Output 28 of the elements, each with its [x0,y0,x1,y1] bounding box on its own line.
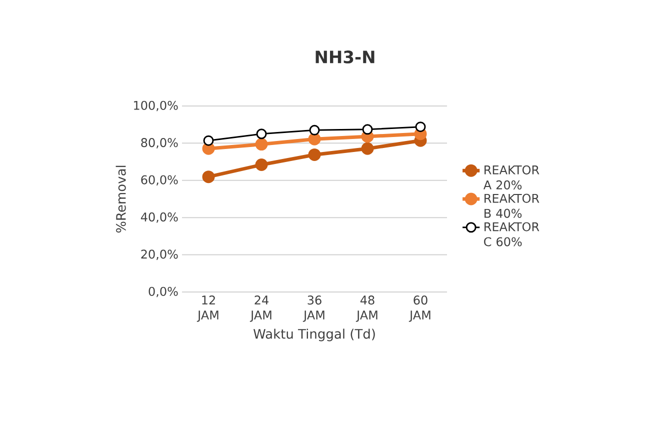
x-tick-label: 36 JAM [302,296,324,322]
point [362,124,373,135]
legend-label: REAKTOR C 60% [484,222,540,246]
point [415,122,426,132]
point [203,135,214,146]
point [255,138,268,151]
x-tick-label: 12 JAM [196,296,218,322]
y-tick-label: 20,0% [141,250,178,260]
point [255,158,268,172]
y-tick-label: 40,0% [140,212,178,223]
legend-label: REAKTOR A 20% [483,165,540,190]
point [309,124,320,136]
y-tick-label: 80,0% [141,138,178,148]
y-tick-label: 100,0% [134,100,178,112]
chart-title: NH3-N [316,50,374,64]
x-axis-title: Waktu Tinggal (Td) [253,328,375,342]
x-tick-label: 60 JAM [408,296,430,322]
point [308,148,321,161]
x-tick-label: 48 JAM [356,296,378,322]
y-tick-label: 60,0% [141,175,178,186]
x-tick-label: 24 JAM [250,296,272,322]
point [202,170,215,184]
y-tick-label: 0,0% [148,286,178,298]
y-axis-title: %Removal [116,166,126,233]
point [308,132,321,146]
legend-label: REAKTOR B 40% [484,194,540,218]
point [361,142,374,155]
point [256,128,267,140]
